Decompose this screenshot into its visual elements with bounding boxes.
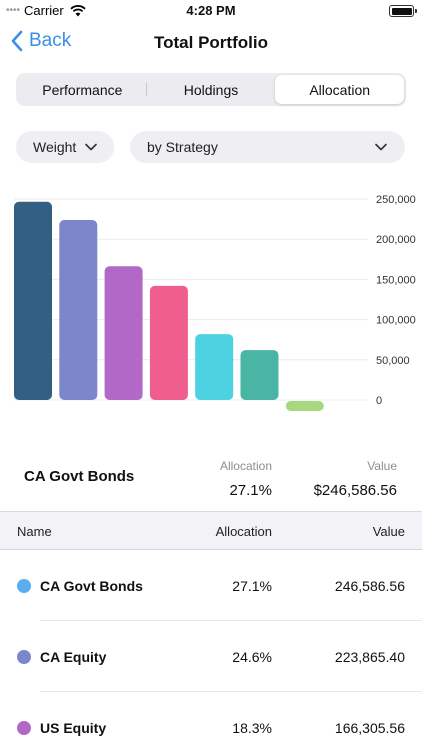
wifi-icon <box>70 4 86 16</box>
chart-bar[interactable] <box>149 285 188 400</box>
tab-holdings[interactable]: Holdings <box>183 81 239 98</box>
status-left: •••• Carrier <box>6 3 86 18</box>
summary-name: CA Govt Bonds <box>24 468 135 485</box>
chevron-left-icon <box>11 30 23 52</box>
tab-performance[interactable]: Performance <box>18 75 147 104</box>
grouping-label: by Strategy <box>147 139 218 155</box>
measure-label: Weight <box>33 139 77 155</box>
page-title: Total Portfolio <box>154 33 268 52</box>
y-tick-label: 150,000 <box>376 274 416 286</box>
chart-bar[interactable] <box>14 201 52 400</box>
row-value: 166,305.56 <box>334 720 405 736</box>
status-bar: •••• Carrier 4:28 PM <box>0 0 422 22</box>
tab-bar: Performance Holdings Allocation <box>16 73 406 106</box>
y-tick-label: 100,000 <box>376 315 416 327</box>
row-name: CA Govt Bonds <box>40 578 143 594</box>
table-row[interactable]: US Equity 18.3% 166,305.56 <box>0 692 422 750</box>
allocation-chart: 250,000 200,000 150,000 100,000 50,000 0 <box>0 185 422 425</box>
table-row[interactable]: CA Equity 24.6% 223,865.40 <box>0 621 422 692</box>
column-header-name[interactable]: Name <box>17 524 52 539</box>
status-time: 4:28 PM <box>186 3 236 18</box>
row-value: 223,865.40 <box>334 649 405 665</box>
summary-allocation-label: Allocation <box>219 459 272 473</box>
column-header-allocation[interactable]: Allocation <box>215 524 272 539</box>
legend-dot <box>17 650 31 664</box>
measure-dropdown[interactable]: Weight <box>16 131 114 163</box>
carrier-label: Carrier <box>24 3 64 18</box>
y-tick-label: 50,000 <box>376 355 410 367</box>
legend-dot <box>17 721 31 735</box>
summary-allocation-value: 27.1% <box>229 482 272 499</box>
summary-value-value: $246,586.56 <box>313 482 397 499</box>
back-label: Back <box>29 30 72 51</box>
legend-dot <box>17 579 31 593</box>
chart-bar[interactable] <box>104 266 143 400</box>
chevron-down-icon <box>85 143 98 151</box>
back-button[interactable]: Back <box>10 30 71 52</box>
table-header: Name Allocation Value <box>0 511 422 550</box>
selected-summary: CA Govt Bonds Allocation 27.1% Value $24… <box>0 455 422 510</box>
grouping-dropdown[interactable]: by Strategy <box>130 131 405 163</box>
battery-icon <box>389 5 417 17</box>
summary-value-label: Value <box>367 459 397 473</box>
chart-bar[interactable] <box>240 350 279 400</box>
row-allocation: 24.6% <box>232 649 272 665</box>
tab-allocation[interactable]: Allocation <box>275 75 405 104</box>
table-row[interactable]: CA Govt Bonds 27.1% 246,586.56 <box>0 550 422 621</box>
chart-bar[interactable] <box>195 334 234 400</box>
chevron-down-icon <box>375 143 387 151</box>
chart-bar[interactable] <box>285 401 324 411</box>
signal-icon: •••• <box>6 5 21 16</box>
allocation-bar-chart: 250,000 200,000 150,000 100,000 50,000 0 <box>14 194 416 411</box>
row-name: US Equity <box>40 720 107 736</box>
y-tick-label: 0 <box>376 395 382 407</box>
row-divider <box>40 691 422 692</box>
column-header-value[interactable]: Value <box>372 524 405 539</box>
row-allocation: 27.1% <box>232 578 272 594</box>
y-tick-label: 200,000 <box>376 234 416 246</box>
navigation-bar: Back Total Portfolio <box>0 24 422 64</box>
row-value: 246,586.56 <box>334 578 405 594</box>
y-tick-label: 250,000 <box>376 194 416 206</box>
row-divider <box>40 620 422 621</box>
row-name: CA Equity <box>40 649 107 665</box>
row-allocation: 18.3% <box>232 720 272 736</box>
chart-bar[interactable] <box>59 220 98 400</box>
